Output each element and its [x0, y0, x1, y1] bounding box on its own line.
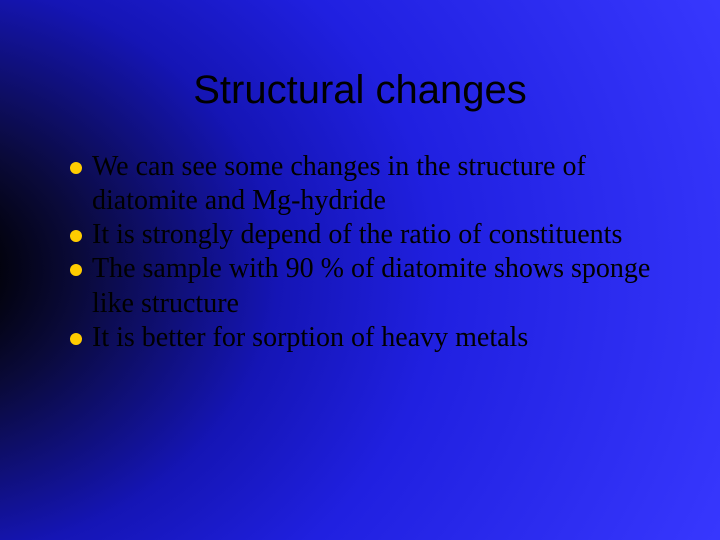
- bullet-item: It is better for sorption of heavy metal…: [70, 321, 670, 355]
- bullet-text: We can see some changes in the structure…: [92, 150, 670, 218]
- bullet-item: We can see some changes in the structure…: [70, 150, 670, 218]
- bullet-icon: [70, 333, 82, 345]
- bullet-item: It is strongly depend of the ratio of co…: [70, 218, 670, 252]
- slide-body: We can see some changes in the structure…: [70, 150, 670, 355]
- bullet-item: The sample with 90 % of diatomite shows …: [70, 252, 670, 320]
- bullet-text: The sample with 90 % of diatomite shows …: [92, 252, 670, 320]
- bullet-icon: [70, 230, 82, 242]
- slide: Structural changes We can see some chang…: [0, 0, 720, 540]
- bullet-icon: [70, 264, 82, 276]
- bullet-text: It is strongly depend of the ratio of co…: [92, 218, 622, 252]
- slide-title: Structural changes: [0, 68, 720, 113]
- bullet-text: It is better for sorption of heavy metal…: [92, 321, 528, 355]
- bullet-icon: [70, 162, 82, 174]
